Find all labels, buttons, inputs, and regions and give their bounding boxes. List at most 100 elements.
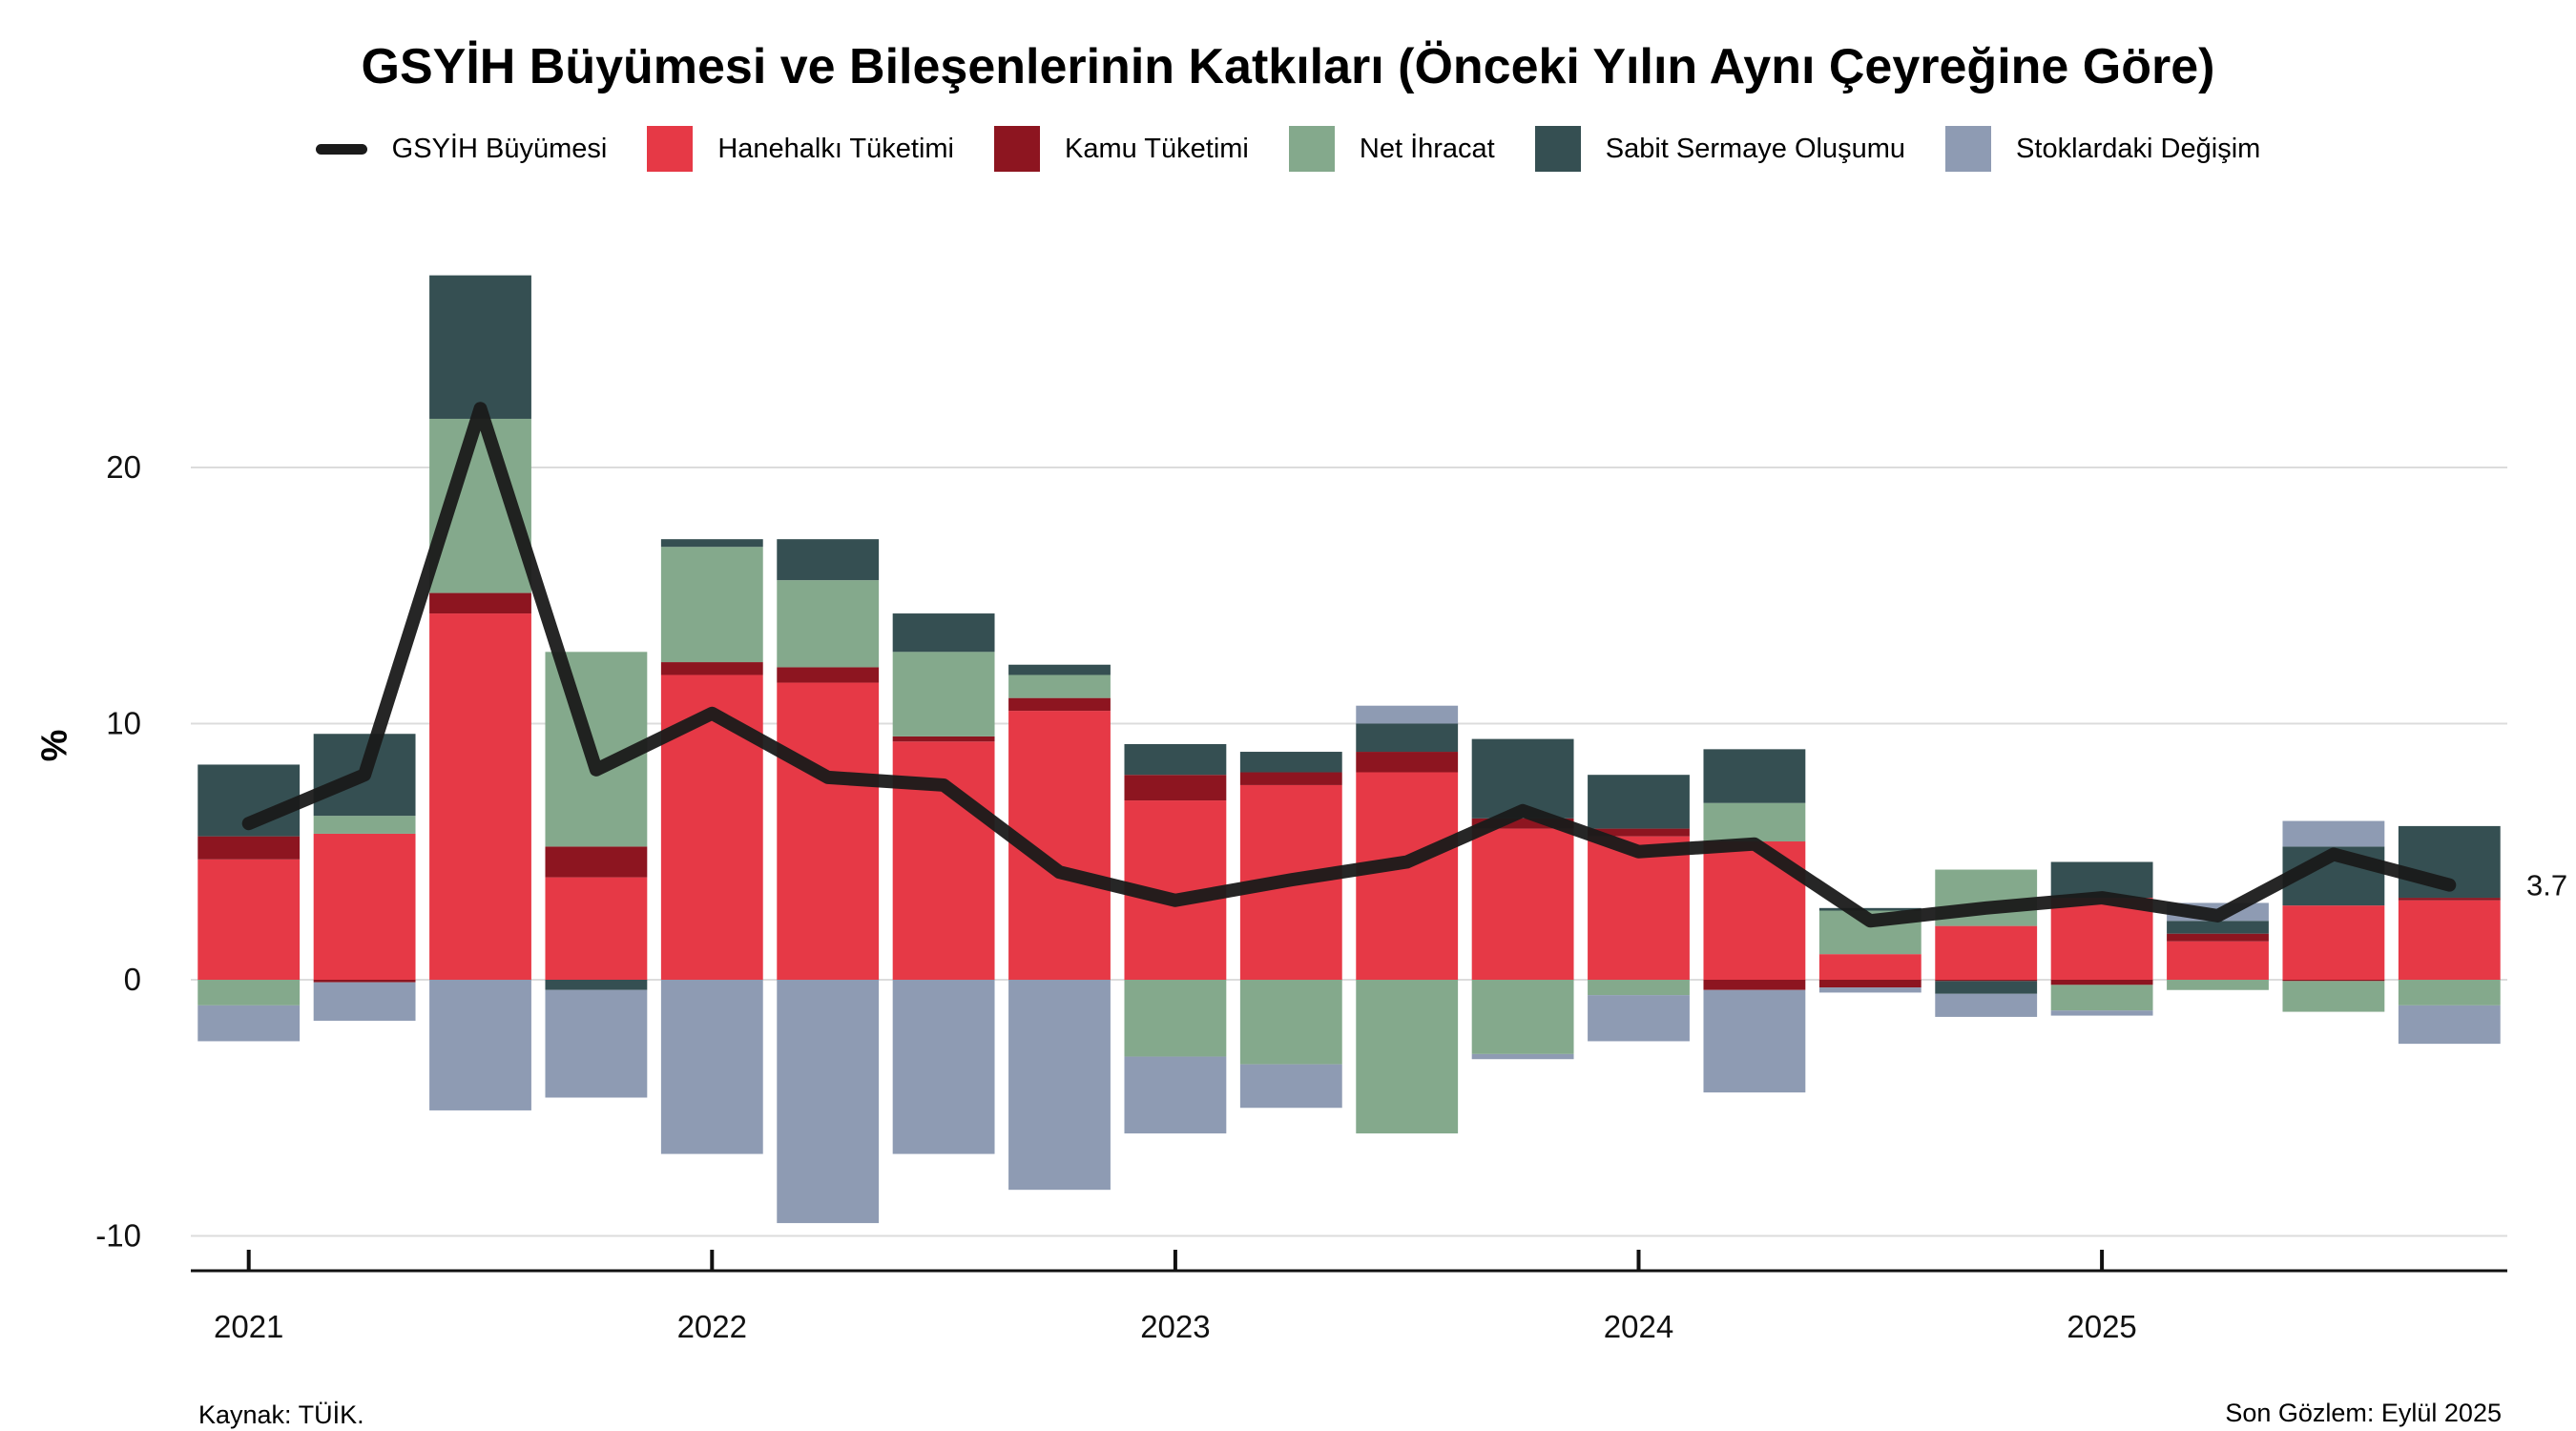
x-tick-label-2021: 2021 xyxy=(214,1309,283,1344)
bar-inventory-2023Q4 xyxy=(1471,1053,1574,1060)
legend-item-government: Kamu Tüketimi xyxy=(994,126,1249,172)
legend-item-gdp: GSYİH Büyümesi xyxy=(315,134,607,165)
bar-household-2025Q3 xyxy=(2282,905,2385,980)
bar-inventory-2021Q2 xyxy=(313,982,416,1021)
bar-household-2023Q3 xyxy=(1356,772,1459,980)
bar-government-2025Q3 xyxy=(2282,980,2385,982)
bar-household-2021Q2 xyxy=(313,833,416,980)
y-tick-label-0: 0 xyxy=(124,962,141,997)
bar-inventory-2024Q4 xyxy=(1935,993,2038,1017)
bar-government-2023Q1 xyxy=(1124,775,1227,801)
bar-government-2023Q3 xyxy=(1356,752,1459,773)
legend-swatch-fixed-capital xyxy=(1534,126,1581,172)
bar-inventory-2025Q4 xyxy=(2398,1005,2501,1045)
bar-household-2021Q3 xyxy=(429,613,531,980)
chart-title: GSYİH Büyümesi ve Bileşenlerinin Katkıla… xyxy=(361,39,2215,94)
y-tick-label--10: -10 xyxy=(95,1218,141,1254)
bar-inventory-2025Q3 xyxy=(2282,820,2385,847)
legend-swatch-inventory xyxy=(1945,126,1992,172)
legend-item-fixed-capital: Sabit Sermaye Oluşumu xyxy=(1534,126,1906,172)
bar-household-2024Q1 xyxy=(1588,836,1690,980)
bar-government-2024Q3 xyxy=(1818,980,1922,988)
bar-net_exports-2024Q1 xyxy=(1588,980,1690,996)
legend-swatch-net-exports xyxy=(1288,126,1335,172)
bar-household-2023Q4 xyxy=(1471,828,1574,980)
bar-fixed_capital-2024Q2 xyxy=(1703,749,1806,803)
bar-inventory-2022Q1 xyxy=(660,980,763,1154)
bar-government-2025Q4 xyxy=(2398,898,2501,901)
bar-government-2024Q2 xyxy=(1703,980,1806,990)
bar-net_exports-2022Q2 xyxy=(777,580,880,668)
bar-government-2024Q1 xyxy=(1588,828,1690,837)
bar-net_exports-2023Q4 xyxy=(1471,980,1574,1054)
legend-item-inventory: Stoklardaki Değişim xyxy=(1945,126,2260,172)
bar-government-2024Q4 xyxy=(1935,980,2038,982)
bar-fixed_capital-2023Q3 xyxy=(1356,723,1459,753)
legend-swatch-household xyxy=(647,126,694,172)
bar-government-2023Q2 xyxy=(1239,772,1342,785)
source-note: Kaynak: TÜİK. xyxy=(198,1400,364,1429)
bar-fixed_capital-2022Q4 xyxy=(1008,664,1111,675)
bar-government-2021Q1 xyxy=(197,836,301,860)
legend-label-household: Hanehalkı Tüketimi xyxy=(717,133,955,164)
bar-net_exports-2025Q2 xyxy=(2167,980,2269,990)
legend-item-net-exports: Net İhracat xyxy=(1288,126,1495,172)
legend-label-inventory: Stoklardaki Değişim xyxy=(2016,133,2261,164)
x-tick-label-2022: 2022 xyxy=(677,1309,747,1344)
bar-inventory-2025Q1 xyxy=(2050,1010,2153,1016)
bar-government-2022Q1 xyxy=(660,662,763,675)
bar-household-2021Q1 xyxy=(197,859,301,980)
bar-inventory-2022Q2 xyxy=(777,980,880,1224)
legend-item-household: Hanehalkı Tüketimi xyxy=(647,126,954,172)
bar-net_exports-2024Q2 xyxy=(1703,802,1806,842)
legend-label-net-exports: Net İhracat xyxy=(1359,133,1495,164)
gdp-end-value-label: 3.7 xyxy=(2526,869,2567,902)
x-tick-label-2023: 2023 xyxy=(1140,1309,1210,1344)
bar-household-2021Q4 xyxy=(545,877,648,980)
bar-net_exports-2025Q1 xyxy=(2050,985,2153,1011)
bar-government-2023Q4 xyxy=(1471,818,1574,829)
bar-net_exports-2022Q4 xyxy=(1008,674,1111,698)
chart-legend: GSYİH Büyümesi Hanehalkı Tüketimi Kamu T… xyxy=(0,126,2576,172)
bar-fixed_capital-2021Q3 xyxy=(429,275,531,419)
bar-inventory-2021Q3 xyxy=(429,980,531,1110)
bar-net_exports-2023Q1 xyxy=(1124,980,1227,1057)
bar-household-2024Q3 xyxy=(1818,954,1922,980)
bar-fixed_capital-2024Q3 xyxy=(1818,907,1922,911)
bar-fixed_capital-2023Q1 xyxy=(1124,743,1227,776)
bar-net_exports-2021Q1 xyxy=(197,980,301,1006)
bar-inventory-2023Q3 xyxy=(1356,705,1459,724)
bar-household-2022Q2 xyxy=(777,682,880,980)
bar-household-2025Q1 xyxy=(2050,898,2153,980)
gdp-growth-line xyxy=(241,402,2457,928)
legend-label-fixed-capital: Sabit Sermaye Oluşumu xyxy=(1605,133,1906,164)
bar-fixed_capital-2023Q2 xyxy=(1239,752,1342,773)
last-observation-note: Son Gözlem: Eylül 2025 xyxy=(2225,1399,2502,1427)
bar-fixed_capital-2021Q4 xyxy=(545,980,648,990)
bar-household-2025Q4 xyxy=(2398,900,2501,980)
bar-government-2025Q1 xyxy=(2050,980,2153,985)
legend-swatch-gdp xyxy=(315,143,367,155)
bar-fixed_capital-2022Q2 xyxy=(777,539,880,581)
bar-inventory-2022Q4 xyxy=(1008,980,1111,1191)
bar-net_exports-2023Q2 xyxy=(1239,980,1342,1065)
bar-household-2024Q4 xyxy=(1935,925,2038,980)
bar-inventory-2021Q1 xyxy=(197,1005,301,1042)
bar-inventory-2024Q3 xyxy=(1818,987,1922,993)
bar-government-2021Q3 xyxy=(429,592,531,614)
bar-government-2022Q3 xyxy=(892,736,995,742)
bar-inventory-2023Q1 xyxy=(1124,1056,1227,1134)
bar-government-2022Q4 xyxy=(1008,697,1111,712)
bar-net_exports-2022Q1 xyxy=(660,547,763,663)
bar-government-2021Q2 xyxy=(313,980,416,983)
bar-household-2025Q2 xyxy=(2167,941,2269,980)
bar-fixed_capital-2024Q1 xyxy=(1588,775,1690,829)
bar-inventory-2024Q2 xyxy=(1703,989,1806,1093)
bar-government-2021Q4 xyxy=(545,846,648,878)
bar-government-2022Q2 xyxy=(777,667,880,683)
bar-net_exports-2022Q3 xyxy=(892,652,995,736)
legend-swatch-government xyxy=(994,126,1041,172)
bar-net_exports-2025Q4 xyxy=(2398,980,2501,1006)
y-tick-label-10: 10 xyxy=(106,706,141,741)
